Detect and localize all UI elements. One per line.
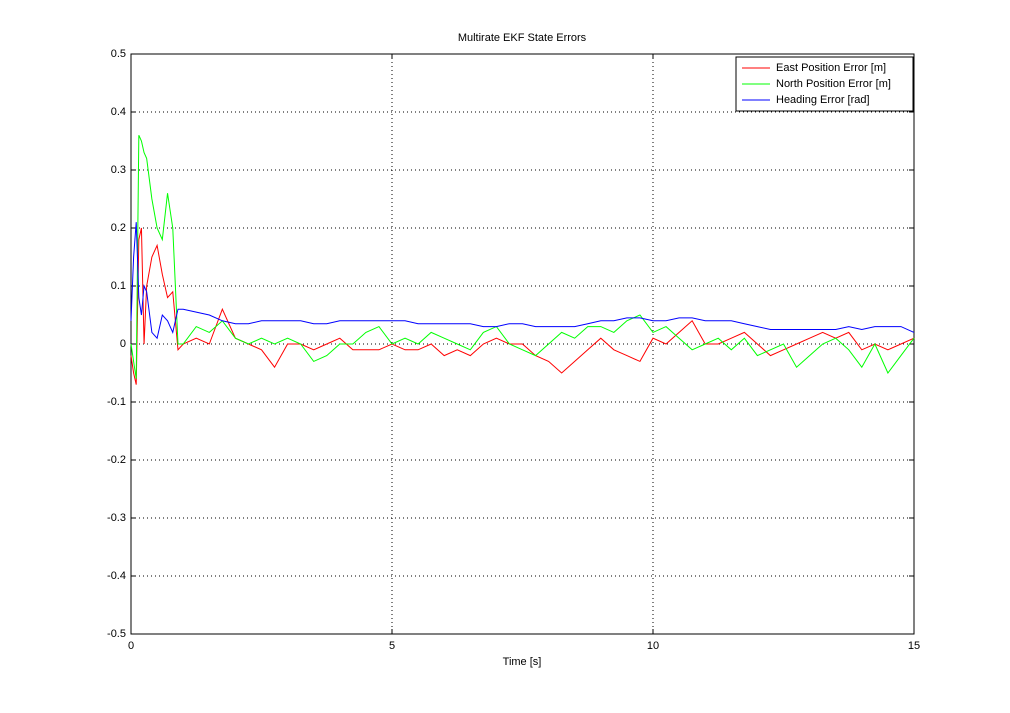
y-tick-label: 0.2 xyxy=(111,222,126,234)
legend-label: East Position Error [m] xyxy=(776,62,886,74)
data-line xyxy=(130,134,915,379)
y-tick-label: -0.4 xyxy=(107,570,126,582)
y-tick-label: 0.4 xyxy=(111,106,126,118)
y-tick-label: 0.5 xyxy=(111,48,126,60)
x-tick-label: 15 xyxy=(908,640,920,652)
y-tick-label: 0.3 xyxy=(111,164,126,176)
y-tick-label: 0.1 xyxy=(111,280,126,292)
legend-label: Heading Error [rad] xyxy=(776,94,870,106)
data-line xyxy=(130,222,915,340)
y-tick-label: -0.5 xyxy=(107,628,126,640)
y-tick-label: -0.1 xyxy=(107,396,126,408)
chart-title: Multirate EKF State Errors xyxy=(458,32,587,44)
y-tick-label: 0 xyxy=(120,338,126,350)
x-tick-label: 0 xyxy=(128,640,134,652)
y-tick-label: -0.3 xyxy=(107,512,126,524)
x-tick-label: 5 xyxy=(389,640,395,652)
x-axis-label: Time [s] xyxy=(503,656,542,668)
y-tick-label: -0.2 xyxy=(107,454,126,466)
x-tick-label: 10 xyxy=(647,640,659,652)
legend-label: North Position Error [m] xyxy=(776,78,891,90)
